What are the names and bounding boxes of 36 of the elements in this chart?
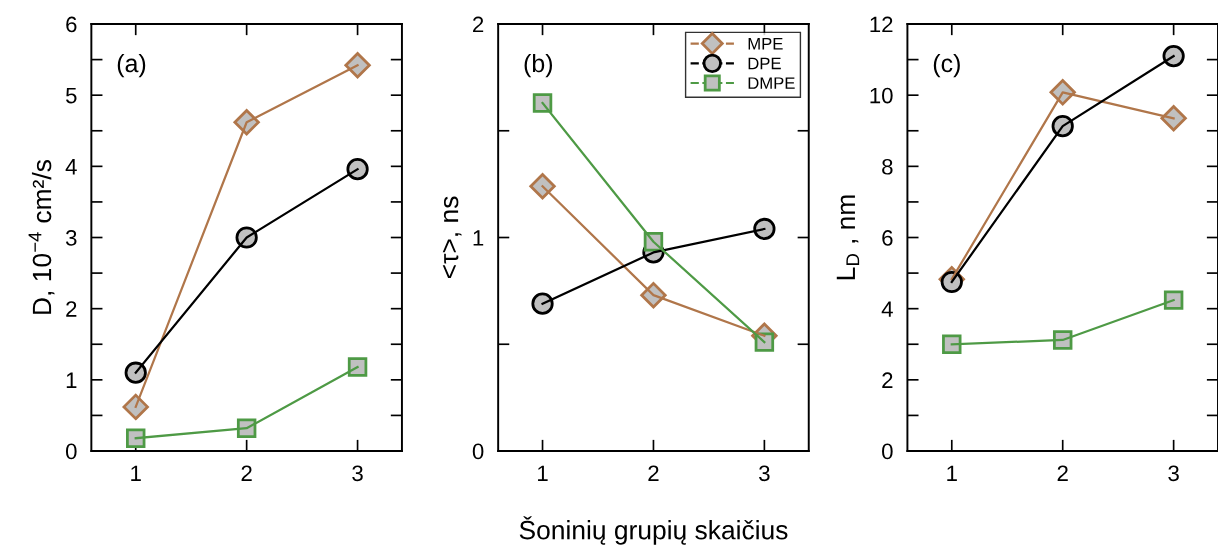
y-tick-label: 4 [65, 159, 77, 175]
y-axis-title: D, 10$^{−4}$ cm²/s [28, 160, 55, 314]
y-tick-label: 10 [870, 87, 893, 104]
annotation: (c) [933, 53, 960, 78]
y-tick-label: 0 [472, 443, 484, 460]
y-tick-label: 0 [882, 443, 893, 460]
y-axis-title: <τ>, ns [442, 196, 462, 279]
y-tick-label: 2 [882, 372, 893, 388]
y-tick-label: 2 [473, 16, 484, 33]
y-tick-label: 0 [65, 443, 77, 460]
x-tick-label: 1 [131, 465, 141, 481]
x-tick-label: 3 [352, 465, 363, 482]
y-tick-label: 2 [66, 301, 77, 317]
y-tick-label: 4 [881, 301, 893, 317]
annotation: (a) [117, 53, 146, 78]
y-tick-label: 3 [65, 230, 77, 246]
x-tick-label: 1 [538, 465, 548, 481]
y-tick-label: 6 [882, 230, 893, 246]
y-tick-label: 6 [66, 16, 77, 33]
legend-label: DPE [748, 57, 781, 70]
y-tick-label: 1 [473, 230, 484, 246]
x-tick-label: 3 [1168, 465, 1179, 482]
x-tick-label: 2 [648, 465, 659, 481]
x-axis-title: Šoninių grupių skaičius [519, 516, 788, 545]
y-tick-label: 5 [65, 87, 77, 104]
y-tick-label: 8 [882, 158, 893, 175]
y-tick-label: 1 [66, 372, 77, 388]
x-tick-label: 3 [759, 465, 770, 482]
legend-label: MPE [748, 37, 783, 50]
x-tick-label: 2 [1057, 465, 1068, 481]
y-tick-label: 12 [870, 16, 893, 33]
y-axis-title: L$_{D}$ , nm [836, 195, 860, 280]
x-tick-label: 2 [241, 465, 252, 481]
x-tick-label: 1 [947, 465, 957, 481]
annotation: (b) [524, 53, 553, 78]
legend-label: DMPE [748, 77, 795, 89]
